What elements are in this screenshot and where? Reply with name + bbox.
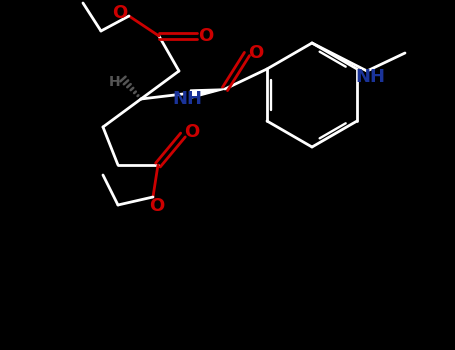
Text: NH: NH bbox=[355, 68, 385, 86]
Text: H: H bbox=[109, 75, 121, 89]
Polygon shape bbox=[190, 89, 225, 98]
Text: O: O bbox=[112, 4, 127, 22]
Text: O: O bbox=[198, 27, 213, 45]
Text: O: O bbox=[184, 123, 200, 141]
Text: O: O bbox=[149, 197, 165, 215]
Text: O: O bbox=[248, 44, 263, 62]
Text: NH: NH bbox=[172, 90, 202, 108]
